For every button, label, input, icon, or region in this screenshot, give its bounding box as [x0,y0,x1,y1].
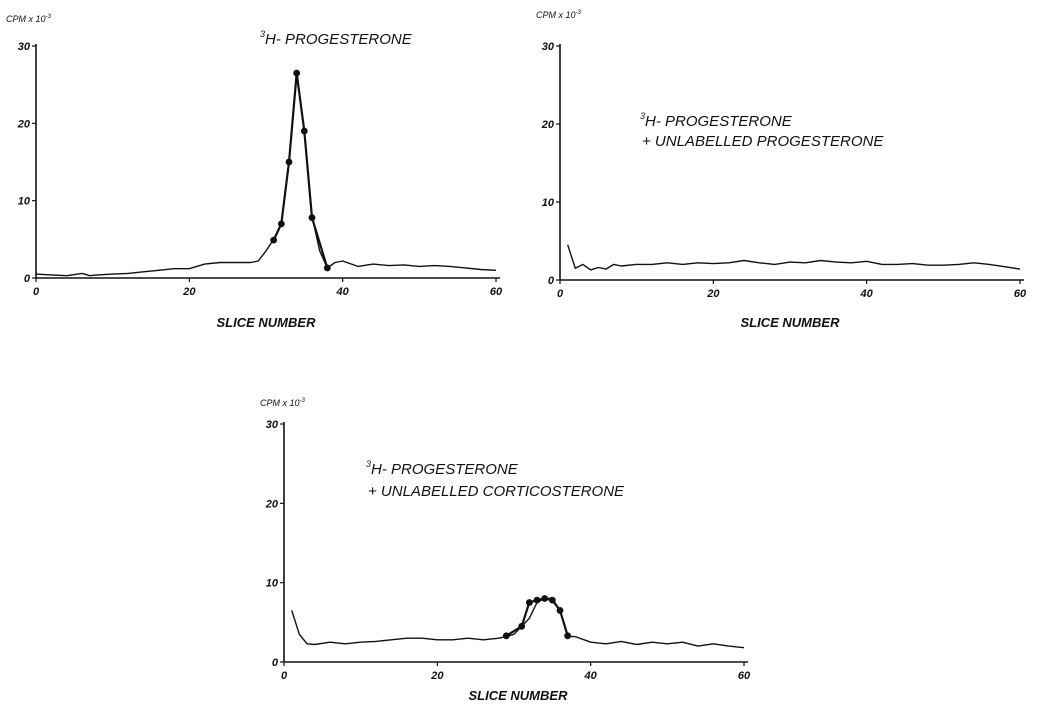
chart-panel-3: 0 10 20 30 0 20 40 60 CPM x 10-3 SLICE NUMBER 3H- … [260,398,751,703]
series-line [35,72,497,277]
chart-panel-1: 0 10 20 30 0 20 40 60 CPM x 10-3 SLICE NUMBER 3H- … [6,14,503,330]
y-tick-label: 20 [17,118,31,130]
y-axis-label: CPM x 10-3 [260,398,306,408]
y-axis-label: CPM x 10-3 [536,10,582,20]
data-point [556,607,564,614]
data-point [277,220,285,228]
data-point [270,236,278,244]
data-point [502,632,510,640]
series-peak-line [272,71,329,269]
x-axis-label: SLICE NUMBER [217,315,317,330]
data-point [518,622,526,630]
y-tick-label: 30 [542,41,555,53]
chart-title-line2: + UNLABELLED CORTICOSTERONE [368,483,625,500]
y-tick-label: 30 [18,41,31,53]
y-tick-label: 0 [272,657,279,669]
y-tick-label: 10 [18,196,31,208]
data-point [525,599,533,606]
data-point [293,69,301,77]
y-tick-label: 0 [548,275,555,287]
y-axis-label: CPM x 10-3 [6,14,52,24]
x-tick-label: 20 [182,286,196,298]
x-tick-label: 40 [336,286,350,298]
y-tick-label: 10 [266,578,279,590]
data-point [323,264,331,272]
y-tick-label: 30 [266,419,279,431]
data-point [533,596,541,604]
chart-title: 3H- PROGESTERONE [366,459,519,478]
x-tick-label: 40 [860,288,874,300]
chart-panel-2: 0 10 20 30 0 20 40 60 CPM x 10-3 SLICE NUMBER 3H- … [536,10,1027,330]
data-point [541,595,549,602]
x-tick-label: 20 [430,670,444,682]
chart-title-line2: + UNLABELLED PROGESTERONE [642,133,884,150]
data-point [564,632,572,640]
y-tick-label: 0 [24,273,31,285]
data-point [308,214,316,222]
x-tick-label: 60 [738,670,751,682]
x-tick-label: 40 [584,670,598,682]
series-line [567,244,1021,271]
series-line [291,597,745,649]
chart-title: 3H- PROGESTERONE [640,111,793,130]
x-axis-label: SLICE NUMBER [469,688,569,703]
x-tick-label: 0 [281,670,288,682]
x-tick-label: 0 [557,288,564,300]
x-tick-label: 20 [706,288,720,300]
y-tick-label: 10 [542,197,555,209]
x-axis-label: SLICE NUMBER [741,315,841,330]
data-point [548,596,556,604]
x-tick-label: 0 [33,286,40,298]
x-tick-label: 60 [1014,288,1027,300]
chart-panels: 0 10 20 30 0 20 40 60 CPM x 10-3 SLICE NUMBER 3H- … [6,10,1027,703]
y-tick-label: 20 [265,498,279,510]
x-tick-label: 60 [490,286,503,298]
data-point [300,127,308,135]
y-tick-label: 20 [541,119,555,131]
data-point [285,158,293,166]
chart-title: 3H- PROGESTERONE [260,29,413,48]
